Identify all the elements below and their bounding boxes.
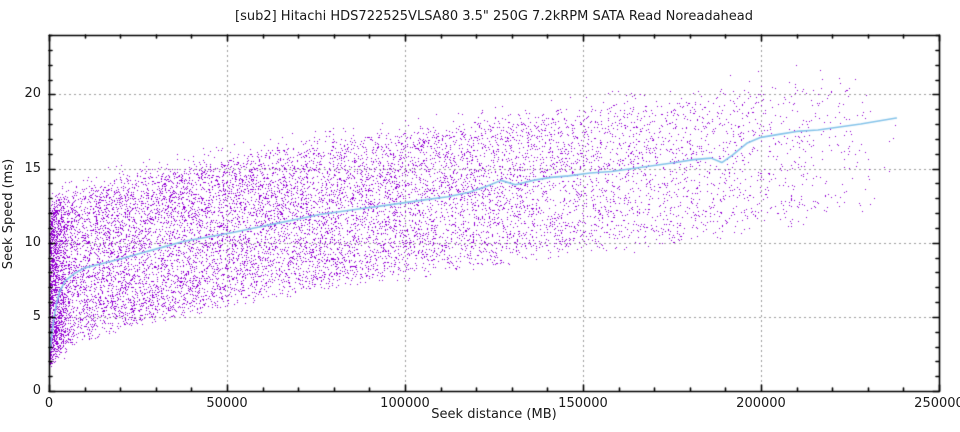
x-tick-label: 100000 (380, 396, 430, 411)
y-tick-label: 20 (24, 86, 41, 102)
x-tick-label: 0 (44, 396, 54, 411)
x-tick-label: 250000 (914, 396, 960, 411)
y-tick-label: 15 (24, 160, 41, 176)
chart-title: [sub2] Hitachi HDS722525VLSA80 3.5" 250G… (235, 9, 753, 24)
y-tick-label: 0 (32, 383, 41, 398)
x-tick-label: 150000 (558, 396, 608, 411)
x-axis-label: Seek distance (MB) (431, 407, 557, 422)
x-tick-label: 200000 (736, 396, 786, 411)
y-tick-label: 10 (24, 234, 41, 250)
y-tick-label: 5 (32, 308, 41, 324)
x-tick-label: 50000 (206, 396, 248, 411)
